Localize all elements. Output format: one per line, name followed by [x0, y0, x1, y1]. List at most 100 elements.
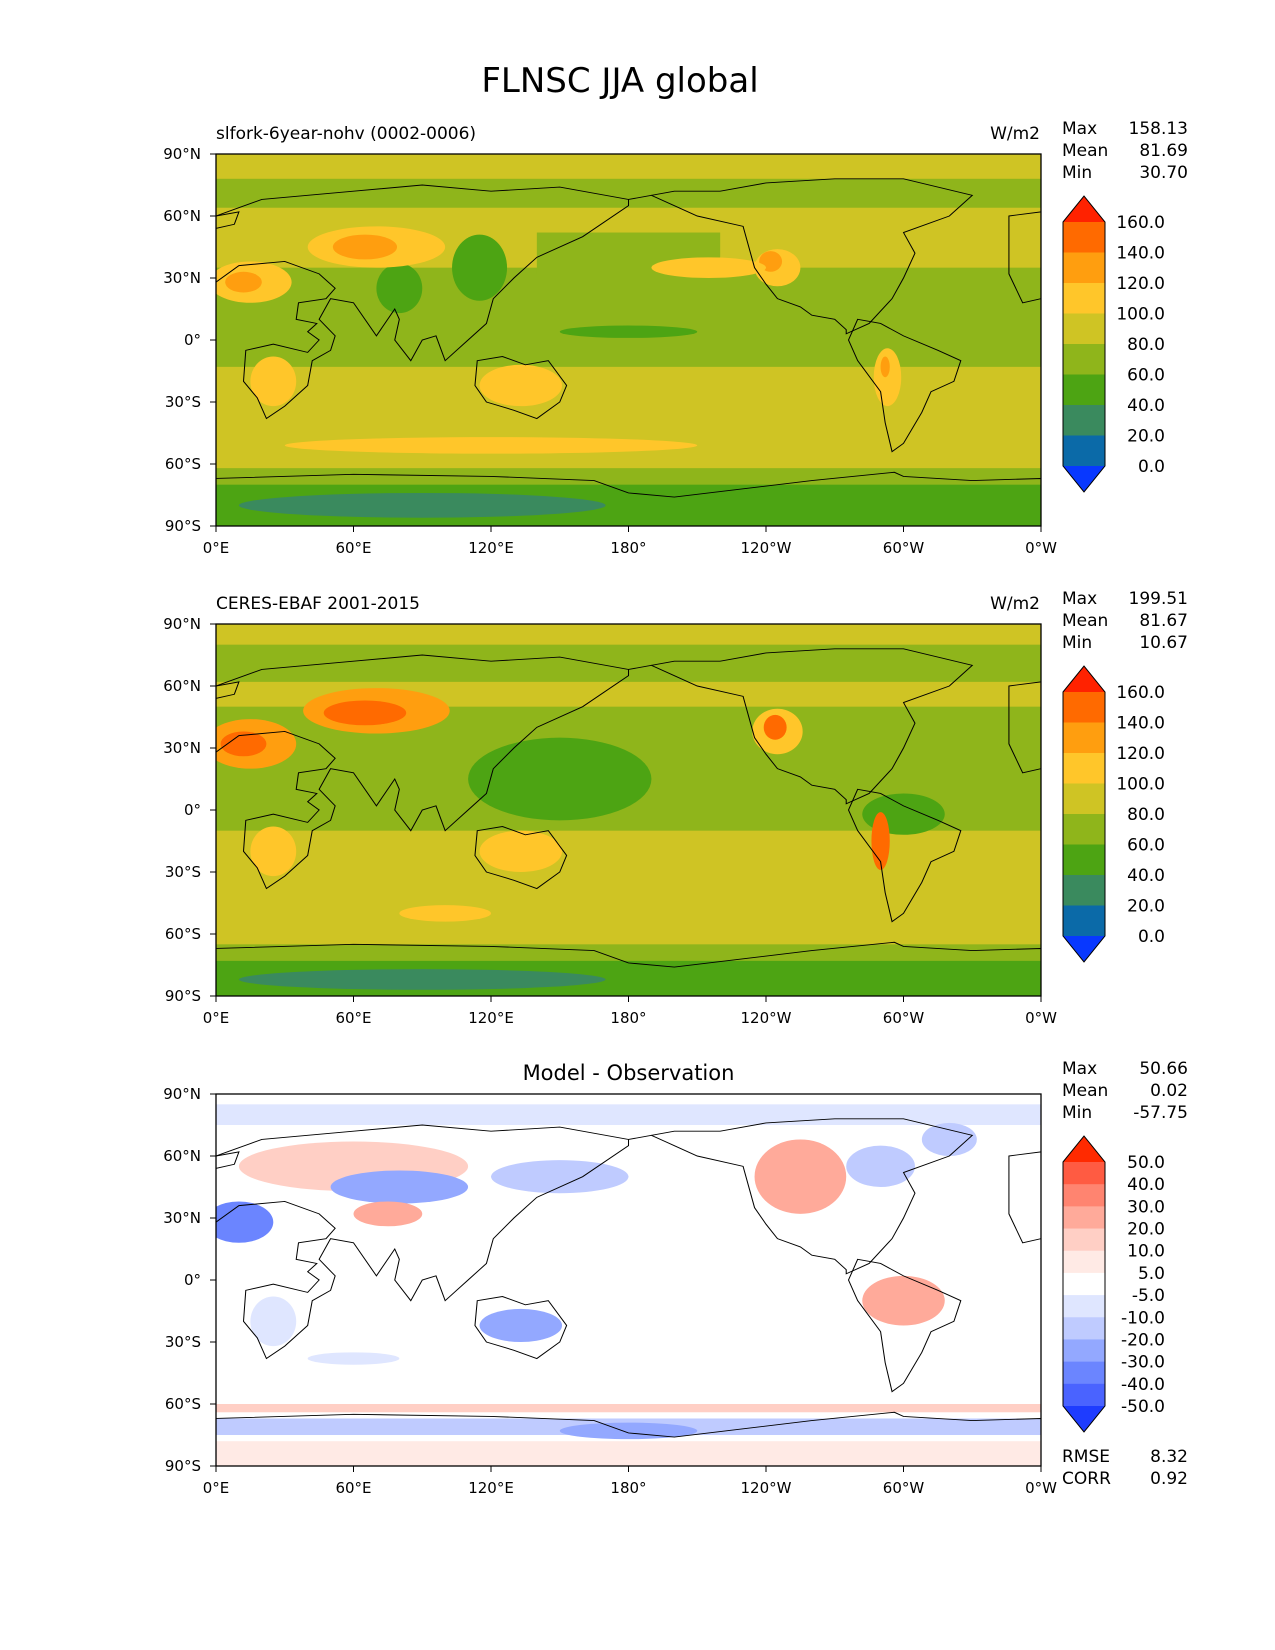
x-tick-label: 60°W — [883, 1009, 925, 1027]
field-tibet — [332, 234, 398, 260]
stats-block: Max 199.51 Mean 81.67 Min 10.67 — [1062, 589, 1188, 653]
y-tick-label: 60°S — [165, 925, 201, 943]
colorbar-outline — [1062, 665, 1106, 963]
colorbar-extend-bottom — [1063, 936, 1105, 962]
colorbar-level-label: 100.0 — [1116, 305, 1165, 325]
y-tick-label: 90°N — [163, 615, 201, 633]
colorbar-level-label: -50.0 — [1121, 1397, 1165, 1417]
field-canada-cold — [846, 1145, 915, 1188]
y-axis: 90°N 60°N 30°N 0° 30°S 60°S 90°S — [163, 1085, 216, 1475]
colorbar-level-label: 30.0 — [1127, 1197, 1165, 1217]
field-ross-cold — [559, 1422, 698, 1440]
panel-difference: Model - Observation Max 50.66 Mean 0.02 … — [163, 1059, 1188, 1497]
field-greenland-cold — [921, 1122, 977, 1157]
colorbar-level-label: 0.0 — [1138, 457, 1165, 477]
stat-mean-value: 0.02 — [1150, 1081, 1188, 1101]
field-sahara-core — [220, 731, 267, 757]
x-tick-label: 180° — [610, 1009, 646, 1027]
colorbar-extend-bottom — [1063, 1406, 1105, 1432]
stat-mean-label: Mean — [1062, 1081, 1108, 1101]
y-tick-label: 60°N — [163, 677, 201, 695]
field-andes — [873, 348, 902, 407]
y-tick-label: 30°S — [165, 1333, 201, 1351]
colorbar-extend-bottom — [1063, 466, 1105, 492]
colorbar-level-label: 20.0 — [1127, 427, 1165, 447]
stat-min-label: Min — [1062, 633, 1092, 653]
y-tick-label: 90°S — [165, 517, 201, 535]
stat-max-label: Max — [1062, 119, 1097, 139]
colorbar-segment — [1063, 844, 1105, 876]
colorbar-level-label: 80.0 — [1127, 335, 1165, 355]
x-tick-label: 0°E — [203, 539, 230, 557]
colorbar-level-label: 140.0 — [1116, 714, 1165, 734]
y-tick-label: 60°N — [163, 207, 201, 225]
colorbar-level-label: 60.0 — [1127, 836, 1165, 856]
field-siberia-cold — [330, 1170, 469, 1204]
colorbar-segment — [1063, 1206, 1105, 1230]
panel-title: CERES-EBAF 2001-2015 — [216, 594, 420, 614]
colorbar-segment — [1063, 283, 1105, 314]
stat-mean-value: 81.69 — [1139, 141, 1188, 161]
colorbar-level-label: -30.0 — [1121, 1353, 1165, 1373]
stat-mean-label: Mean — [1062, 611, 1108, 631]
field-east-asia — [452, 234, 508, 301]
colorbar-segment — [1063, 1317, 1105, 1340]
x-tick-label: 60°W — [883, 1479, 925, 1497]
stat-max-label: Max — [1062, 1059, 1097, 1079]
stats-block: Max 158.13 Mean 81.69 Min 30.70 — [1062, 119, 1188, 183]
stat-mean-value: 81.67 — [1139, 611, 1188, 631]
units-label: W/m2 — [990, 594, 1040, 614]
colorbar: 160.0 140.0 120.0 100.0 80.0 60.0 40.0 20.0 0.0 — [1062, 195, 1165, 493]
field-andes-core — [880, 356, 890, 378]
colorbar-level-label: 40.0 — [1127, 396, 1165, 416]
y-tick-label: 30°N — [163, 739, 201, 757]
colorbar-level-label: 160.0 — [1116, 213, 1165, 233]
map-field — [216, 624, 1041, 996]
x-tick-label: 60°E — [335, 1479, 371, 1497]
panel-title: slfork-6year-nohv (0002-0006) — [216, 124, 476, 144]
stat-min-value: 10.67 — [1139, 633, 1188, 653]
colorbar-extend-top — [1063, 666, 1105, 692]
colorbar-segment — [1063, 905, 1105, 937]
colorbar-segment — [1063, 405, 1105, 436]
y-axis: 90°N 60°N 30°N 0° 30°S 60°S 90°S — [163, 145, 216, 535]
stat-min-value: 30.70 — [1139, 163, 1188, 183]
colorbar-segment — [1063, 783, 1105, 815]
field-band-antarctic-interior — [216, 1441, 1041, 1466]
x-tick-label: 120°W — [741, 1479, 792, 1497]
field-southern-ocean-cold — [307, 1352, 400, 1365]
metric-rmse-value: 8.32 — [1150, 1447, 1188, 1467]
x-tick-label: 180° — [610, 1479, 646, 1497]
x-tick-label: 0°W — [1025, 1009, 1057, 1027]
colorbar-segment — [1063, 1361, 1105, 1385]
y-tick-label: 60°S — [165, 1395, 201, 1413]
colorbar-segment — [1063, 1162, 1105, 1185]
field-antarctic-plateau — [238, 969, 606, 990]
colorbar-level-label: -40.0 — [1121, 1375, 1165, 1395]
colorbar-level-label: 10.0 — [1127, 1242, 1165, 1262]
stat-min-label: Min — [1062, 1103, 1092, 1123]
y-tick-label: 60°S — [165, 455, 201, 473]
field-band-subpolar-warm — [216, 1404, 1041, 1413]
colorbar-segment — [1063, 344, 1105, 375]
field-australia — [479, 830, 563, 873]
y-tick-label: 30°N — [163, 1209, 201, 1227]
field-north-america-warm — [754, 1139, 847, 1214]
x-axis: 0°E 60°E 120°E 180° 120°W 60°W 0°W — [203, 1466, 1057, 1497]
field-west-pacific — [468, 737, 652, 821]
y-tick-label: 30°S — [165, 863, 201, 881]
x-tick-label: 180° — [610, 539, 646, 557]
x-tick-label: 0°E — [203, 1009, 230, 1027]
field-storm-track — [284, 437, 698, 454]
colorbar-outline — [1062, 195, 1106, 493]
field-sahara-core — [225, 271, 262, 293]
colorbar-level-label: 60.0 — [1127, 366, 1165, 386]
field-patagonia — [399, 905, 492, 922]
field-india-monsoon — [376, 263, 423, 314]
field-east-pacific — [651, 257, 767, 279]
colorbar-level-label: 80.0 — [1127, 805, 1165, 825]
colorbar-segment — [1063, 435, 1105, 467]
field-amazon-warm — [862, 1275, 945, 1326]
x-tick-label: 60°W — [883, 539, 925, 557]
